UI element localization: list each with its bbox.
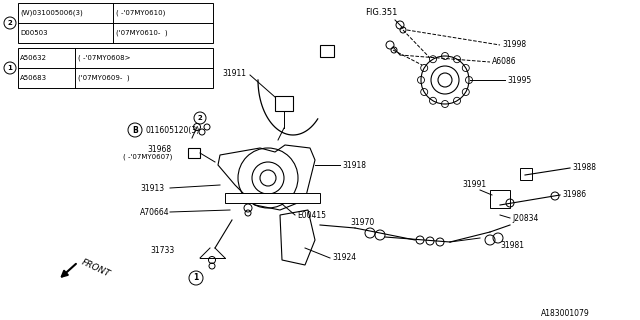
Text: 31986: 31986 [562,189,586,198]
Text: 1: 1 [8,65,12,71]
Bar [320,45,334,57]
Text: ( -'07MY0608>: ( -'07MY0608> [78,55,131,61]
Text: ( -'07MY0607): ( -'07MY0607) [123,154,172,160]
Polygon shape [280,210,315,265]
Bar [18,48,213,88]
Text: B: B [132,125,138,134]
Text: 31913: 31913 [140,183,164,193]
Text: A50632: A50632 [20,55,47,61]
Text: 31970: 31970 [350,218,374,227]
Text: ( -'07MY0610): ( -'07MY0610) [116,10,165,16]
Text: 2: 2 [198,115,202,121]
Text: 011605120(3): 011605120(3) [146,125,200,134]
Text: D00503: D00503 [20,30,47,36]
Text: (W)031005006(3): (W)031005006(3) [20,10,83,16]
Bar [520,168,532,180]
Bar [18,3,213,43]
Text: 31998: 31998 [502,39,526,49]
Text: ('07MY0610-  ): ('07MY0610- ) [116,30,168,36]
Bar [490,190,510,208]
Text: 31968: 31968 [148,145,172,154]
Text: A50683: A50683 [20,75,47,81]
Text: 2: 2 [8,20,12,26]
Text: 1: 1 [193,274,198,283]
Text: J20834: J20834 [512,213,538,222]
Text: 31924: 31924 [332,253,356,262]
Text: 31981: 31981 [500,241,524,250]
Text: 31733: 31733 [150,245,174,254]
Text: E00415: E00415 [297,211,326,220]
Text: 31911: 31911 [222,68,246,77]
Text: FIG.351: FIG.351 [365,7,397,17]
Bar [188,148,200,158]
Circle shape [260,170,276,186]
Text: 31995: 31995 [507,76,531,84]
Text: A6086: A6086 [492,57,516,66]
Bar [275,96,293,111]
Text: FRONT: FRONT [80,257,111,279]
Text: A70664: A70664 [140,207,170,217]
Bar [225,193,320,203]
Polygon shape [218,145,315,210]
Text: A183001079: A183001079 [541,309,589,318]
Text: ('07MY0609-  ): ('07MY0609- ) [78,75,130,81]
Text: 31988: 31988 [572,163,596,172]
Text: 31918: 31918 [342,161,366,170]
Text: 31991: 31991 [462,180,486,188]
